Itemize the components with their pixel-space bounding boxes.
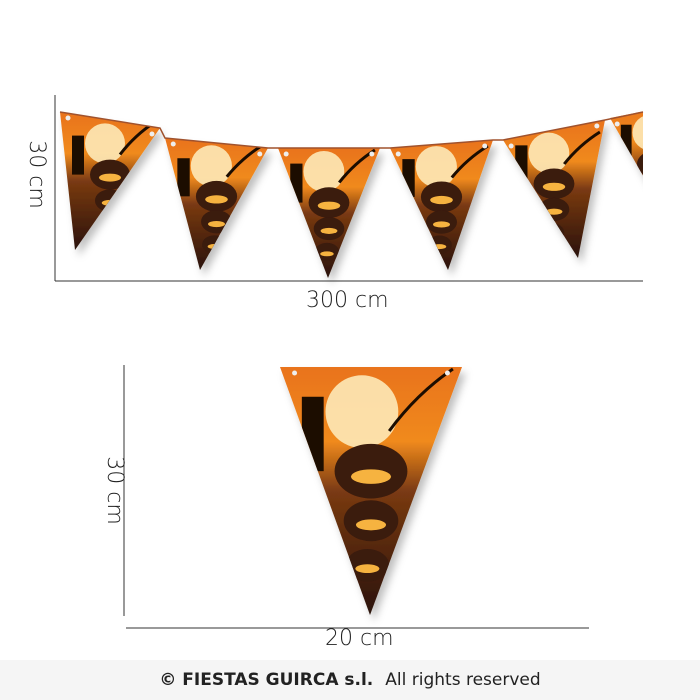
haunted-house bbox=[177, 158, 190, 197]
pumpkin-face bbox=[648, 190, 663, 195]
flag-height-label: 30 cm bbox=[101, 456, 127, 525]
eyelet-hole bbox=[482, 143, 488, 149]
pumpkin-face bbox=[355, 564, 380, 574]
eyelet-hole bbox=[149, 131, 155, 137]
eyelet-hole bbox=[444, 370, 450, 376]
pumpkin-face bbox=[645, 163, 665, 170]
moon bbox=[303, 151, 345, 192]
moon bbox=[85, 123, 125, 164]
eyelet-hole bbox=[292, 370, 298, 376]
pumpkin bbox=[96, 215, 120, 233]
pumpkin-face bbox=[355, 519, 387, 531]
moon bbox=[190, 145, 232, 187]
moon bbox=[632, 114, 643, 151]
pumpkin-face bbox=[317, 201, 341, 210]
pumpkin-face bbox=[433, 221, 450, 228]
haunted-house bbox=[620, 124, 632, 165]
banner-flag bbox=[165, 138, 268, 270]
banner-flag bbox=[278, 148, 380, 278]
eyelet-hole bbox=[369, 151, 375, 157]
pumpkin-face bbox=[430, 195, 453, 205]
pumpkin-face bbox=[432, 244, 447, 250]
eyelet-hole bbox=[614, 121, 620, 127]
pumpkin bbox=[202, 235, 227, 254]
banner-flag bbox=[60, 112, 160, 250]
moon bbox=[415, 146, 457, 188]
rights-text: All rights reserved bbox=[385, 670, 541, 690]
eyelet-hole bbox=[65, 115, 71, 121]
haunted-house bbox=[290, 163, 303, 203]
pumpkin-face bbox=[205, 195, 228, 204]
brand-name: © FIESTAS GUIRCA s.l. bbox=[159, 670, 374, 690]
pumpkin bbox=[539, 223, 565, 242]
eyelet-hole bbox=[257, 151, 263, 157]
pumpkin-face bbox=[99, 173, 121, 182]
flag-width-label: 20 cm bbox=[325, 626, 394, 651]
pumpkin-face bbox=[101, 223, 115, 229]
banner-length-label: 300 cm bbox=[306, 288, 389, 313]
pumpkin bbox=[637, 150, 643, 178]
pumpkin bbox=[642, 205, 643, 222]
pumpkin-face bbox=[101, 199, 119, 206]
eyelet-hole bbox=[283, 151, 289, 157]
flag-shape bbox=[610, 111, 643, 176]
pumpkin-face bbox=[647, 213, 659, 217]
haunted-house bbox=[515, 145, 528, 184]
pumpkin-face bbox=[207, 243, 222, 249]
eyelet-hole bbox=[170, 141, 176, 147]
pumpkin-face bbox=[320, 251, 334, 257]
spooky-tree bbox=[664, 111, 696, 144]
banner-flag bbox=[390, 140, 493, 270]
pumpkin bbox=[95, 189, 125, 212]
banner-string bbox=[59, 111, 644, 149]
moon bbox=[325, 375, 399, 449]
pumpkin-face bbox=[545, 208, 563, 215]
pumpkin-face bbox=[545, 231, 559, 237]
moon bbox=[528, 132, 570, 174]
pumpkin bbox=[641, 180, 643, 201]
banner-height-label: 30 cm bbox=[23, 140, 49, 209]
haunted-house bbox=[72, 135, 84, 175]
haunted-house bbox=[402, 159, 415, 197]
eyelet-hole bbox=[594, 123, 600, 129]
pumpkin-face bbox=[542, 182, 566, 191]
banner-flag bbox=[503, 120, 605, 258]
pumpkin-face bbox=[350, 469, 392, 484]
eyelet-hole bbox=[690, 104, 695, 109]
single-flag bbox=[280, 367, 462, 615]
pumpkin-face bbox=[320, 227, 338, 234]
pumpkin-face bbox=[208, 220, 225, 228]
eyelet-hole bbox=[395, 151, 401, 157]
spooky-tree bbox=[563, 130, 601, 165]
eyelet-hole bbox=[508, 143, 514, 149]
banner-flag bbox=[610, 104, 696, 222]
copyright-footer: © FIESTAS GUIRCA s.l. All rights reserve… bbox=[0, 660, 700, 700]
haunted-house bbox=[301, 396, 324, 472]
